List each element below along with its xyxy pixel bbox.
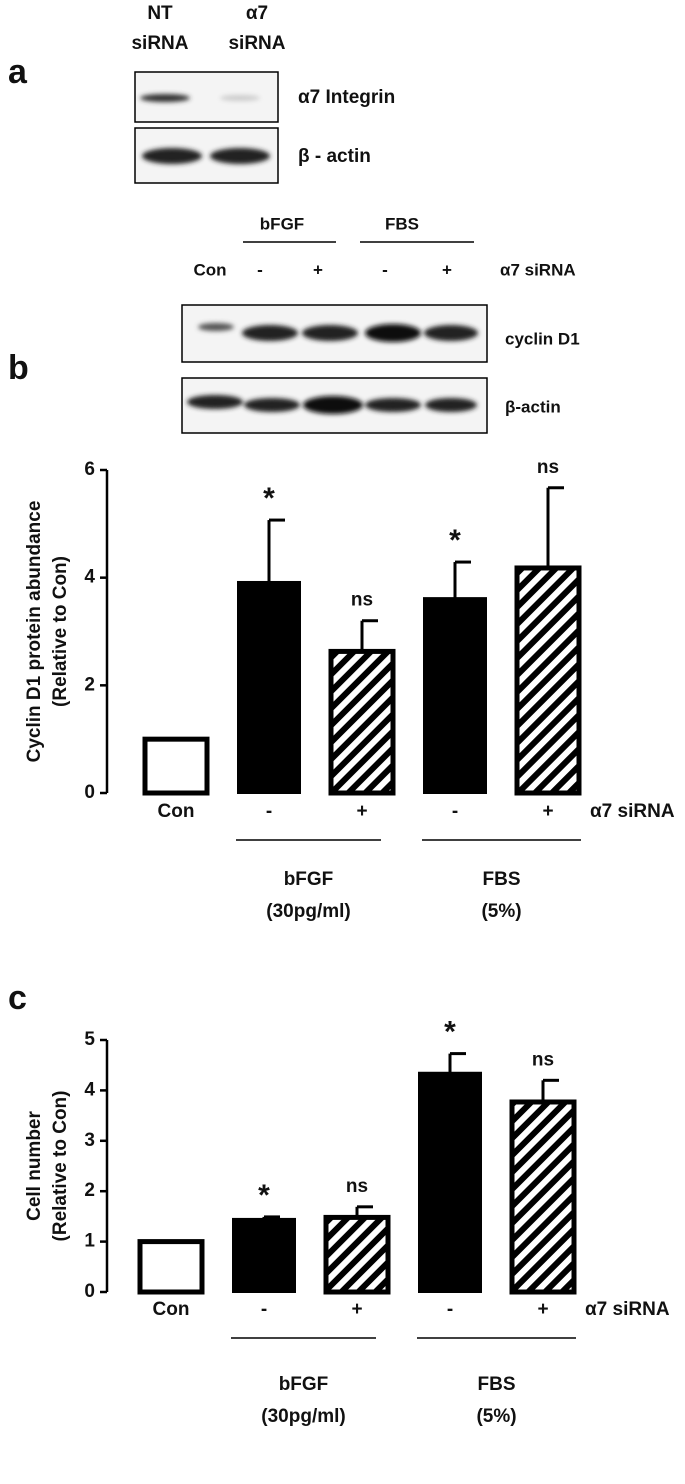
row-label: cyclin D1 [505, 329, 580, 348]
bar [142, 736, 210, 796]
group-label: bFGF [260, 214, 304, 233]
group-label: bFGF [284, 869, 334, 890]
y-axis-label: (Relative to Con) [50, 1091, 71, 1242]
lane-label: siRNA [131, 33, 188, 54]
x-tick-label: + [356, 801, 367, 822]
lane-label: α7 [246, 3, 268, 24]
blot-bands [140, 94, 270, 164]
group-label: FBS [483, 869, 521, 890]
lane-label: - [382, 260, 388, 279]
significance: * [444, 1016, 456, 1049]
panel-label: c [8, 979, 27, 1017]
x-tick-label: Con [153, 1299, 190, 1320]
group-label: FBS [385, 214, 419, 233]
lane-label: + [313, 260, 323, 279]
x-tick-label: + [537, 1299, 548, 1320]
y-axis-label: Cyclin D1 protein abundance [24, 501, 45, 763]
row-label: α7 Integrin [298, 87, 395, 108]
y-tick-label: 3 [84, 1130, 95, 1151]
significance: ns [351, 590, 373, 611]
x-tick-label: - [447, 1299, 453, 1320]
group-label: (5%) [476, 1406, 516, 1427]
y-tick-label: 1 [84, 1231, 95, 1252]
y-tick-label: 5 [84, 1029, 95, 1050]
x-tick-label: - [261, 1299, 267, 1320]
group-label: (30pg/ml) [261, 1406, 345, 1427]
row-label: β-actin [505, 397, 561, 416]
x-axis-label: α7 siRNA [590, 801, 675, 822]
x-tick-label: Con [158, 801, 195, 822]
significance: ns [537, 457, 559, 478]
bar [328, 648, 396, 796]
lane-label: NT [147, 3, 173, 24]
lane-label: Con [193, 260, 226, 279]
y-axis-label: Cell number [24, 1111, 45, 1221]
y-tick-label: 2 [84, 674, 95, 695]
bar [237, 580, 301, 794]
significance: ns [532, 1049, 554, 1070]
x-axis-label: α7 siRNA [585, 1299, 670, 1320]
group-label: (30pg/ml) [266, 901, 350, 922]
y-tick-label: 4 [84, 567, 95, 588]
panel-label: a [8, 53, 28, 91]
group-label: FBS [478, 1374, 516, 1395]
bar [514, 565, 582, 796]
lane-label: siRNA [228, 33, 285, 54]
lane-label: + [442, 260, 452, 279]
y-tick-label: 4 [84, 1079, 95, 1100]
y-tick-label: 2 [84, 1180, 95, 1201]
group-label: bFGF [279, 1374, 329, 1395]
treatment-label: α7 siRNA [500, 260, 576, 279]
y-tick-label: 0 [84, 1281, 95, 1302]
row-label: β - actin [298, 146, 371, 167]
panel-label: b [8, 349, 29, 387]
bar [423, 597, 487, 795]
bar [137, 1239, 205, 1295]
y-axis-label: (Relative to Con) [50, 556, 71, 707]
significance: * [258, 1179, 270, 1212]
x-tick-label: + [542, 801, 553, 822]
bar [509, 1099, 577, 1295]
x-tick-label: - [452, 801, 458, 822]
x-tick-label: - [266, 801, 272, 822]
significance: * [449, 524, 461, 557]
bar [232, 1217, 296, 1294]
significance: ns [346, 1176, 368, 1197]
bar [323, 1214, 391, 1295]
bar [418, 1071, 482, 1294]
significance: * [263, 482, 275, 515]
y-tick-label: 0 [84, 782, 95, 803]
x-tick-label: + [351, 1299, 362, 1320]
blot-bands [187, 323, 478, 414]
y-tick-label: 6 [84, 459, 95, 480]
group-label: (5%) [481, 901, 521, 922]
lane-label: - [257, 260, 263, 279]
